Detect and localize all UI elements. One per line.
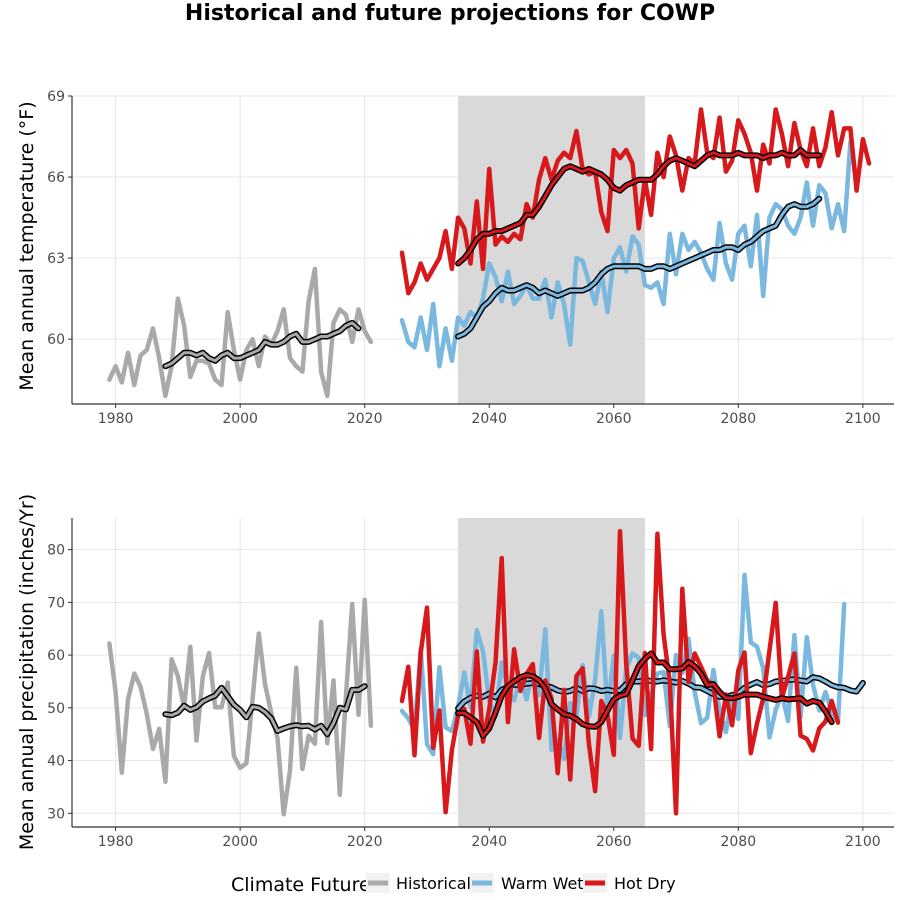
legend-title: Climate Future xyxy=(231,874,371,896)
precipitation-historical-line xyxy=(107,597,374,817)
legend-item-historical: Historical xyxy=(366,873,471,893)
temperature-shaded-period xyxy=(458,96,645,404)
precipitation-x-ticks: 1980 2000 2020 2040 2060 2080 2100 xyxy=(98,827,881,850)
temperature-historical-moving-average-line xyxy=(163,321,360,368)
x-tick-label: 2100 xyxy=(845,411,881,427)
legend-item-hot-dry: Hot Dry xyxy=(583,873,676,893)
y-tick-label: 63 xyxy=(47,251,65,267)
x-tick-label: 2080 xyxy=(720,411,756,427)
precipitation-y-axis-label: Mean annual precipitation (inches/Yr) xyxy=(16,494,38,850)
x-tick-label: 2020 xyxy=(347,834,383,850)
y-tick-label: 69 xyxy=(47,89,65,105)
legend-label-historical: Historical xyxy=(396,874,471,893)
y-tick-label: 30 xyxy=(47,806,65,822)
y-tick-label: 60 xyxy=(47,332,65,348)
y-tick-label: 70 xyxy=(47,595,65,611)
legend-item-warm-wet: Warm Wet xyxy=(470,873,584,893)
temperature-historical-line xyxy=(107,266,374,399)
precipitation-hot-dry-moving-average-line xyxy=(456,652,834,738)
legend-label-hot-dry: Hot Dry xyxy=(614,874,676,893)
chart-title: Historical and future projections for CO… xyxy=(185,1,715,26)
temperature-warm-wet-moving-average-line xyxy=(456,197,821,338)
temperature-series xyxy=(107,107,872,399)
precipitation-y-ticks: 30 40 50 60 70 80 xyxy=(47,543,72,822)
precipitation-hot-dry-line xyxy=(399,528,841,816)
x-tick-label: 2060 xyxy=(596,411,632,427)
temperature-x-ticks: 1980 2000 2020 2040 2060 2080 2100 xyxy=(98,404,881,427)
x-tick-label: 2040 xyxy=(471,411,507,427)
y-tick-label: 80 xyxy=(47,543,65,559)
legend-label-warm-wet: Warm Wet xyxy=(501,874,584,893)
y-tick-label: 66 xyxy=(47,170,65,186)
precipitation-series xyxy=(107,528,866,817)
y-tick-label: 50 xyxy=(47,701,65,717)
precipitation-warm-wet-line xyxy=(399,572,847,762)
precipitation-historical-moving-average-line xyxy=(163,684,367,736)
x-tick-label: 2020 xyxy=(347,411,383,427)
x-tick-label: 2100 xyxy=(845,834,881,850)
precipitation-panel: 1980 2000 2020 2040 2060 2080 2100 30 40 50 60 70 8… xyxy=(16,494,894,850)
x-tick-label: 2000 xyxy=(222,411,258,427)
temperature-y-ticks: 60 63 66 69 xyxy=(47,89,72,348)
x-tick-label: 2080 xyxy=(720,834,756,850)
temperature-hot-dry-moving-average-line xyxy=(456,148,821,265)
x-tick-label: 2000 xyxy=(222,834,258,850)
y-tick-label: 40 xyxy=(47,754,65,770)
y-tick-label: 60 xyxy=(47,648,65,664)
x-tick-label: 1980 xyxy=(98,834,134,850)
x-tick-label: 1980 xyxy=(98,411,134,427)
temperature-panel: 1980 2000 2020 2040 2060 2080 2100 60 63 66 69 Me… xyxy=(16,89,894,427)
x-tick-label: 2060 xyxy=(596,834,632,850)
temperature-y-axis-label: Mean annual temperature (°F) xyxy=(16,101,38,390)
x-tick-label: 2040 xyxy=(471,834,507,850)
legend: Climate Future Historical Warm Wet Hot D… xyxy=(231,873,676,896)
